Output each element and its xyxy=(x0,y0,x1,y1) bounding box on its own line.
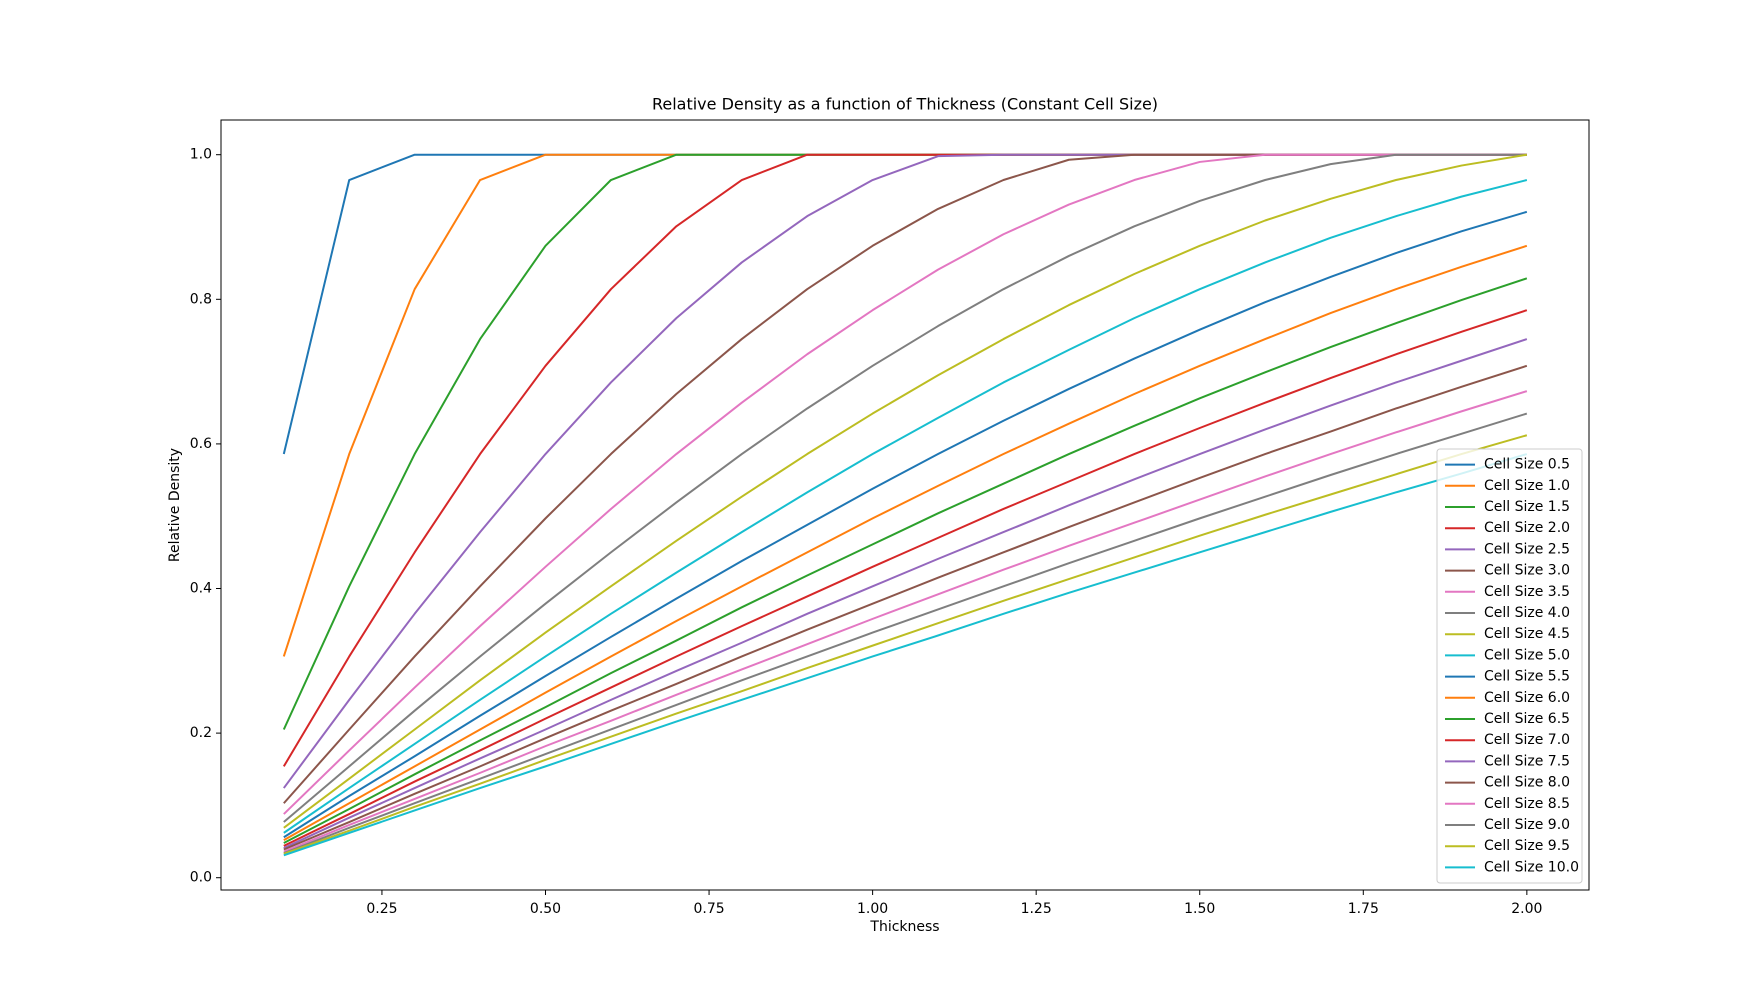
x-tick-label: 2.00 xyxy=(1511,901,1542,917)
legend-label: Cell Size 3.5 xyxy=(1484,584,1570,600)
series-line xyxy=(283,338,1528,849)
legend-label: Cell Size 4.5 xyxy=(1484,626,1570,642)
series-line xyxy=(283,244,1528,841)
legend-box xyxy=(1436,448,1583,884)
y-tick-label: 0.2 xyxy=(190,725,212,741)
legend-label: Cell Size 5.5 xyxy=(1484,669,1570,685)
legend-label: Cell Size 10.0 xyxy=(1484,859,1579,875)
legend-label: Cell Size 9.0 xyxy=(1484,817,1570,833)
series-line xyxy=(283,153,1528,829)
legend-label: Cell Size 0.5 xyxy=(1484,457,1570,473)
axes-frame xyxy=(220,119,1590,891)
chart-title: Relative Density as a function of Thickn… xyxy=(652,95,1158,114)
series-line xyxy=(283,277,1528,844)
legend-label: Cell Size 1.5 xyxy=(1484,499,1570,515)
x-tick-label: 1.25 xyxy=(1021,901,1052,917)
legend-label: Cell Size 8.0 xyxy=(1484,775,1570,791)
legend-label: Cell Size 4.0 xyxy=(1484,605,1570,621)
x-tick-label: 1.75 xyxy=(1348,901,1379,917)
y-tick-label: 0.4 xyxy=(190,581,212,597)
series-line xyxy=(283,364,1528,851)
series-line xyxy=(283,390,1528,853)
legend-label: Cell Size 7.0 xyxy=(1484,732,1570,748)
x-tick-label: 0.25 xyxy=(366,901,397,917)
legend-label: Cell Size 8.5 xyxy=(1484,796,1570,812)
y-axis-label: Relative Density xyxy=(167,448,183,562)
legend-label: Cell Size 7.5 xyxy=(1484,753,1570,769)
x-tick-label: 0.75 xyxy=(693,901,724,917)
series-line xyxy=(283,179,1528,834)
series-line xyxy=(283,210,1528,839)
legend-label: Cell Size 9.5 xyxy=(1484,838,1570,854)
legend-label: Cell Size 3.0 xyxy=(1484,563,1570,579)
y-tick-label: 0.0 xyxy=(190,870,212,886)
legend-label: Cell Size 6.0 xyxy=(1484,690,1570,706)
x-tick-label: 1.50 xyxy=(1184,901,1215,917)
series-line xyxy=(283,153,1527,815)
legend-label: Cell Size 6.5 xyxy=(1484,711,1570,727)
y-tick-label: 0.8 xyxy=(190,291,212,307)
legend-label: Cell Size 5.0 xyxy=(1484,647,1570,663)
legend-label: Cell Size 2.5 xyxy=(1484,541,1570,557)
series-line xyxy=(283,412,1528,855)
legend-label: Cell Size 2.0 xyxy=(1484,520,1570,536)
series-line xyxy=(283,153,1527,823)
x-tick-label: 1.00 xyxy=(857,901,888,917)
series-line xyxy=(283,453,1528,857)
series-line xyxy=(283,309,1528,847)
legend-label: Cell Size 1.0 xyxy=(1484,478,1570,494)
y-tick-label: 0.6 xyxy=(190,436,212,452)
x-tick-label: 0.50 xyxy=(530,901,561,917)
series-line xyxy=(283,434,1528,855)
x-axis-label: Thickness xyxy=(869,919,939,935)
y-tick-label: 1.0 xyxy=(190,147,212,163)
